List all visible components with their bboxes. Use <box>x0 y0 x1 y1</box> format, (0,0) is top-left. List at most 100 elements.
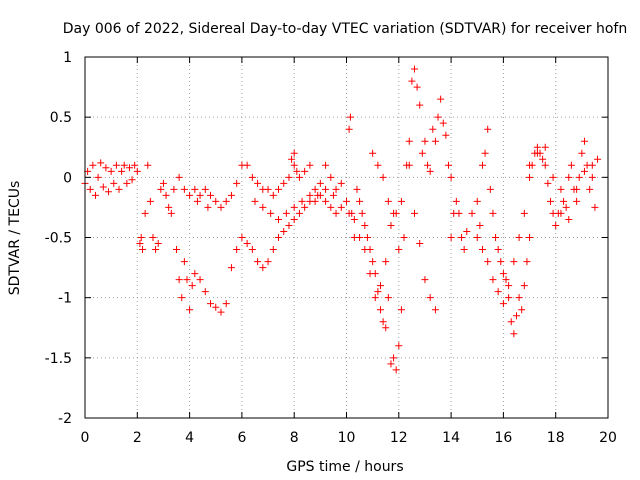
data-point <box>91 191 99 199</box>
data-point <box>180 185 188 193</box>
data-point <box>405 161 413 169</box>
data-point <box>275 185 283 193</box>
data-point <box>290 161 298 169</box>
data-point <box>507 318 515 326</box>
x-tick-label: 20 <box>599 430 617 446</box>
data-point <box>510 330 518 338</box>
data-point <box>290 215 298 223</box>
data-point <box>227 191 235 199</box>
data-point <box>379 318 387 326</box>
data-point <box>499 270 507 278</box>
data-point <box>397 306 405 314</box>
data-point <box>301 167 309 175</box>
data-point <box>196 191 204 199</box>
data-point <box>575 173 583 181</box>
data-point <box>152 246 160 254</box>
data-point <box>191 270 199 278</box>
data-point <box>337 179 345 187</box>
data-point <box>379 173 387 181</box>
data-point <box>311 197 319 205</box>
data-point <box>275 215 283 223</box>
data-point <box>173 246 181 254</box>
data-point <box>371 294 379 302</box>
data-point <box>463 227 471 235</box>
data-point <box>110 179 118 187</box>
data-point <box>384 294 392 302</box>
x-tick-label: 10 <box>338 430 356 446</box>
data-point <box>486 185 494 193</box>
data-point <box>484 258 492 266</box>
data-point <box>408 77 416 85</box>
data-point <box>431 137 439 145</box>
data-point <box>567 161 575 169</box>
chart-title: Day 006 of 2022, Sidereal Day-to-day VTE… <box>63 21 627 37</box>
data-point <box>149 234 157 241</box>
data-point <box>102 164 110 172</box>
data-point <box>405 137 413 145</box>
data-point <box>290 203 298 211</box>
data-point <box>332 209 340 217</box>
data-point <box>123 179 131 187</box>
data-point <box>295 173 303 181</box>
data-point <box>293 167 301 175</box>
data-point <box>243 161 251 169</box>
data-point <box>356 197 364 205</box>
data-point <box>374 288 382 296</box>
data-point <box>136 240 144 248</box>
data-point <box>424 161 432 169</box>
data-point <box>146 197 154 205</box>
data-point <box>133 167 141 175</box>
data-point <box>565 215 573 223</box>
data-point <box>125 164 133 172</box>
data-point <box>248 246 256 254</box>
data-point <box>201 185 209 193</box>
y-tick-label: 0.5 <box>50 110 72 126</box>
data-point <box>382 258 390 266</box>
data-point <box>489 209 497 217</box>
data-point <box>343 197 350 205</box>
data-point <box>332 185 340 193</box>
data-point <box>112 161 120 169</box>
data-point <box>376 282 384 290</box>
data-point <box>259 264 267 272</box>
data-point <box>458 234 466 241</box>
data-point <box>387 360 395 368</box>
data-point <box>578 149 586 157</box>
data-point <box>526 161 534 169</box>
x-tick-label: 12 <box>390 430 408 446</box>
data-point <box>580 137 588 145</box>
y-tick-label: -1 <box>58 291 72 307</box>
data-point <box>494 288 502 296</box>
data-point <box>280 179 288 187</box>
data-points <box>81 65 602 374</box>
data-point <box>395 246 403 254</box>
data-point <box>369 149 377 157</box>
data-point <box>421 276 429 284</box>
data-point <box>89 161 97 169</box>
data-point <box>285 173 293 181</box>
data-point <box>322 185 330 193</box>
data-point <box>533 149 541 157</box>
data-point <box>565 173 573 181</box>
data-point <box>99 183 107 191</box>
data-point <box>473 197 481 205</box>
data-point <box>447 173 455 181</box>
data-point <box>588 161 596 169</box>
data-point <box>481 149 489 157</box>
data-point <box>222 197 230 205</box>
data-point <box>442 131 450 139</box>
data-point <box>86 185 94 193</box>
data-point <box>544 179 552 187</box>
data-point <box>322 197 330 205</box>
y-tick-label: -1.5 <box>45 351 72 367</box>
x-tick-label: 8 <box>290 430 299 446</box>
data-point <box>207 191 215 199</box>
data-point <box>497 258 505 266</box>
x-tick-label: 14 <box>442 430 460 446</box>
data-point <box>499 300 507 308</box>
data-point <box>238 234 246 241</box>
data-point <box>395 342 403 350</box>
x-tick-label: 16 <box>494 430 512 446</box>
data-point <box>369 258 377 266</box>
